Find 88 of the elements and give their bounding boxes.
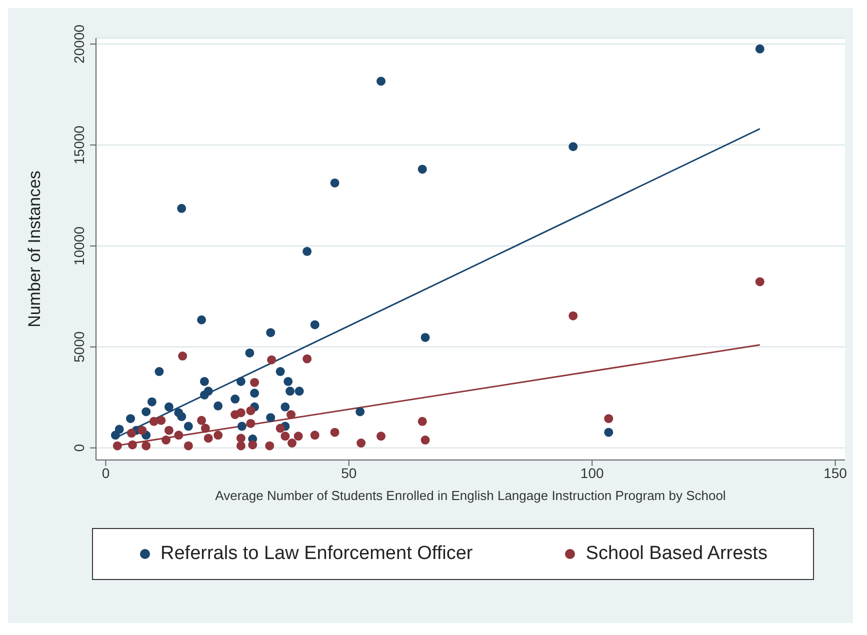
point bbox=[310, 320, 320, 330]
point bbox=[246, 406, 256, 416]
point bbox=[174, 430, 184, 440]
point bbox=[302, 246, 312, 256]
point bbox=[310, 430, 320, 440]
x-tick-label: 150 bbox=[824, 464, 848, 481]
point bbox=[420, 332, 430, 342]
point bbox=[265, 441, 274, 450]
point bbox=[604, 428, 614, 437]
point bbox=[112, 441, 122, 450]
point bbox=[184, 422, 193, 431]
point bbox=[138, 426, 147, 435]
point bbox=[250, 378, 260, 387]
point bbox=[286, 386, 295, 396]
point bbox=[128, 440, 137, 450]
point bbox=[156, 416, 166, 425]
point bbox=[356, 407, 365, 416]
point bbox=[236, 441, 246, 450]
point bbox=[266, 328, 276, 338]
point bbox=[420, 436, 430, 445]
y-tick-label: 0 bbox=[71, 444, 87, 452]
point bbox=[177, 412, 186, 422]
point bbox=[604, 414, 614, 424]
point bbox=[286, 410, 296, 420]
legend-label: School Based Arrests bbox=[586, 543, 768, 565]
point bbox=[236, 376, 246, 386]
point bbox=[197, 416, 206, 425]
point bbox=[114, 424, 124, 434]
point bbox=[178, 352, 188, 361]
y-tick-label: 20000 bbox=[71, 24, 87, 64]
legend-label: Referrals to Law Enforcement Officer bbox=[160, 543, 473, 565]
point bbox=[418, 164, 427, 174]
point bbox=[246, 418, 256, 428]
y-tick-label: 15000 bbox=[71, 125, 87, 164]
point bbox=[248, 440, 258, 450]
point bbox=[200, 376, 209, 386]
point bbox=[356, 438, 366, 448]
y-axis-title: Number of Instances bbox=[25, 170, 44, 328]
point bbox=[214, 401, 223, 410]
y-tick-label: 10000 bbox=[71, 226, 87, 266]
point bbox=[280, 402, 290, 412]
point bbox=[154, 367, 164, 376]
point bbox=[330, 428, 340, 437]
point bbox=[127, 428, 136, 438]
point bbox=[276, 367, 285, 376]
point bbox=[280, 432, 290, 441]
x-tick-label: 50 bbox=[341, 464, 357, 481]
point bbox=[276, 424, 285, 433]
point bbox=[164, 402, 174, 412]
point bbox=[142, 407, 151, 416]
x-axis-title: Average Number of Students Enrolled in English Langage Instruction Program by School bbox=[215, 488, 726, 503]
point bbox=[755, 44, 764, 54]
point bbox=[164, 426, 174, 435]
point bbox=[376, 76, 386, 86]
point bbox=[236, 434, 246, 443]
point bbox=[204, 386, 213, 396]
point bbox=[142, 441, 151, 450]
point bbox=[147, 397, 156, 406]
point bbox=[250, 388, 260, 398]
x-tick-label: 100 bbox=[580, 464, 604, 481]
point bbox=[266, 413, 276, 422]
point bbox=[149, 416, 158, 426]
point bbox=[197, 315, 206, 324]
point bbox=[302, 354, 312, 364]
point bbox=[177, 204, 186, 213]
point bbox=[184, 441, 193, 450]
point bbox=[568, 142, 578, 152]
point bbox=[568, 311, 578, 320]
point bbox=[236, 408, 246, 418]
point bbox=[294, 386, 304, 396]
point bbox=[284, 376, 293, 386]
point bbox=[230, 394, 240, 404]
point bbox=[418, 416, 427, 426]
point bbox=[204, 434, 213, 443]
point bbox=[755, 277, 764, 286]
point bbox=[267, 355, 276, 364]
point bbox=[126, 414, 136, 424]
point bbox=[214, 430, 223, 440]
point bbox=[200, 424, 210, 433]
x-tick-label: 0 bbox=[102, 464, 110, 481]
point bbox=[245, 348, 254, 358]
y-tick-label: 5000 bbox=[71, 331, 87, 363]
point bbox=[288, 438, 297, 448]
point bbox=[330, 178, 340, 188]
point bbox=[294, 432, 303, 441]
point bbox=[376, 432, 386, 441]
point bbox=[162, 436, 171, 445]
point bbox=[237, 422, 246, 431]
